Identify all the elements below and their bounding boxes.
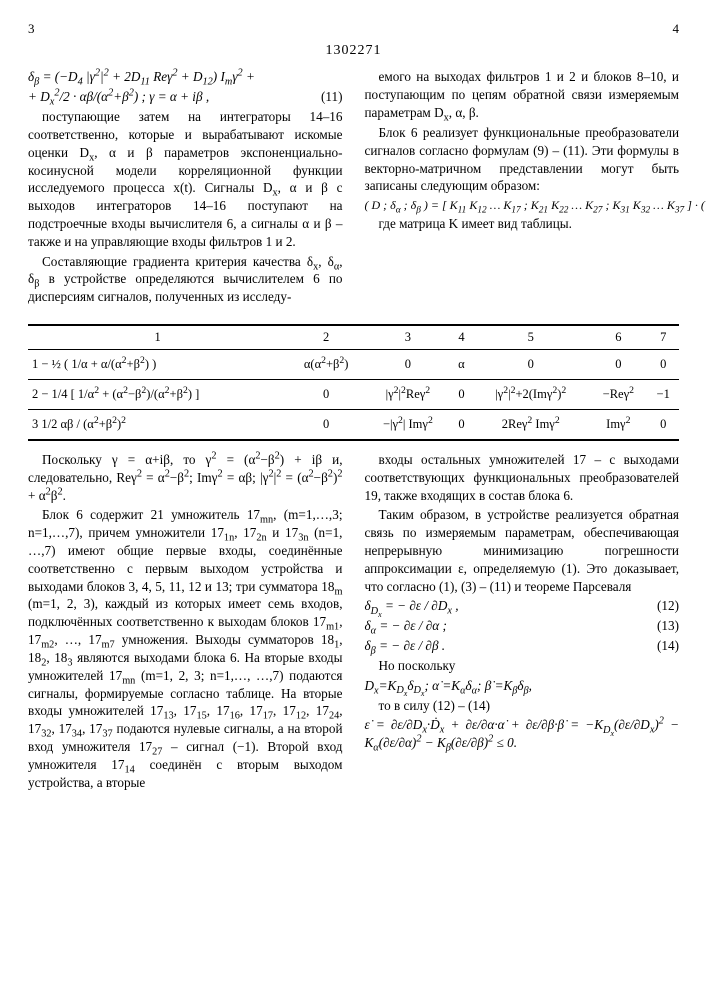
eq-11b-body: + Dx2/2 · αβ/(α2+β2) ; γ = α + iβ , <box>28 89 209 104</box>
r1-label: 1 − ½ ( 1/α + α/(α2+β2) ) <box>28 350 287 380</box>
th-1: 1 <box>28 325 287 349</box>
table-header-row: 1 2 3 4 5 6 7 <box>28 325 679 349</box>
th-5: 5 <box>472 325 589 349</box>
r1-c4: α <box>451 350 473 380</box>
botR-p4: Dx=KDxδDx; α̇ =Kαδα; β̇ =Kβδβ, <box>365 677 680 695</box>
r1-c6: 0 <box>589 350 647 380</box>
bottom-columns: Поскольку γ = α+iβ, то γ2 = (α2−β2) + iβ… <box>28 451 679 871</box>
patent-number: 1302271 <box>28 42 679 61</box>
col-num-left: 3 <box>28 20 35 38</box>
left-p2: Составляющие градиента критерия качества… <box>28 253 343 306</box>
r1-c2: α(α2+β2) <box>287 350 365 380</box>
th-4: 4 <box>451 325 473 349</box>
table-row: 3 1/2 αβ / (α2+β2)2 0 −|γ2| Imγ2 0 2Reγ2… <box>28 410 679 440</box>
r3-c5: 2Reγ2 Imγ2 <box>472 410 589 440</box>
table-row: 1 − ½ ( 1/α + α/(α2+β2) ) α(α2+β2) 0 α 0… <box>28 350 679 380</box>
eq-11b: + Dx2/2 · αβ/(α2+β2) ; γ = α + iβ , (11) <box>28 88 343 106</box>
eq-14: δβ = − ∂ε / ∂β . (14) <box>365 637 680 655</box>
eq-11a: δβ = (−D4 |γ2|2 + 2D11 Reγ2 + D12) Imγ2 … <box>28 68 343 86</box>
th-2: 2 <box>287 325 365 349</box>
eq-13: δα = − ∂ε / ∂α ; (13) <box>365 617 680 635</box>
col-num-right: 4 <box>673 20 680 38</box>
column-number-bar: 3 4 <box>28 20 679 38</box>
right-p1: емого на выходах фильтров 1 и 2 и блоков… <box>365 68 680 121</box>
table-row: 2 − 1/4 [ 1/α2 + (α2−β2)/(α2+β2) ] 0 |γ2… <box>28 380 679 410</box>
eq-13-num: (13) <box>657 617 679 635</box>
botL-p2: Блок 6 содержит 21 умножитель 17mn, (m=1… <box>28 506 343 791</box>
r2-c2: 0 <box>287 380 365 410</box>
th-7: 7 <box>647 325 679 349</box>
r2-c3: |γ2|2Reγ2 <box>365 380 451 410</box>
botR-p6: ε̇ = ∂ε/∂Dx·Ḋx + ∂ε/∂α·α̇ + ∂ε/∂β·β̇ = −… <box>365 716 680 752</box>
right-p2: Блок 6 реализует функциональные преобраз… <box>365 124 680 195</box>
eq-11-num: (11) <box>321 88 342 106</box>
r2-c4: 0 <box>451 380 473 410</box>
eq-12-body: δDx = − ∂ε / ∂Dx , <box>365 598 459 613</box>
r3-c2: 0 <box>287 410 365 440</box>
right-p3: где матрица K имеет вид таблицы. <box>365 215 680 233</box>
r2-label: 2 − 1/4 [ 1/α2 + (α2−β2)/(α2+β2) ] <box>28 380 287 410</box>
r3-c6: Imγ2 <box>589 410 647 440</box>
r1-c7: 0 <box>647 350 679 380</box>
th-6: 6 <box>589 325 647 349</box>
r2-c7: −1 <box>647 380 679 410</box>
left-p1: поступающие затем на интеграторы 14–16 с… <box>28 108 343 251</box>
r2-c6: −Reγ2 <box>589 380 647 410</box>
botR-p1: входы остальных умножителей 17 – с выход… <box>365 451 680 504</box>
k-matrix-table: 1 2 3 4 5 6 7 1 − ½ ( 1/α + α/(α2+β2) ) … <box>28 324 679 441</box>
r3-c3: −|γ2| Imγ2 <box>365 410 451 440</box>
r3-c4: 0 <box>451 410 473 440</box>
r2-c5: |γ2|2+2(Imγ2)2 <box>472 380 589 410</box>
eq-12-num: (12) <box>657 597 679 615</box>
r1-c5: 0 <box>472 350 589 380</box>
eq-13-body: δα = − ∂ε / ∂α ; <box>365 618 447 633</box>
eq-14-num: (14) <box>657 637 679 655</box>
botL-p1: Поскольку γ = α+iβ, то γ2 = (α2−β2) + iβ… <box>28 451 343 504</box>
eq-12: δDx = − ∂ε / ∂Dx , (12) <box>365 597 680 615</box>
r3-c7: 0 <box>647 410 679 440</box>
botR-p2: Таким образом, в устройстве реализуется … <box>365 506 680 595</box>
botR-p5: то в силу (12) – (14) <box>365 697 680 715</box>
eq-14-body: δβ = − ∂ε / ∂β . <box>365 638 446 653</box>
r3-label: 3 1/2 αβ / (α2+β2)2 <box>28 410 287 440</box>
matrix-eq: ( D ; δα ; δβ ) = [ K11 K12 … K17 ; K21 … <box>365 197 680 213</box>
botR-p3: Но поскольку <box>365 657 680 675</box>
th-3: 3 <box>365 325 451 349</box>
top-columns: δβ = (−D4 |γ2|2 + 2D11 Reγ2 + D12) Imγ2 … <box>28 68 679 318</box>
r1-c3: 0 <box>365 350 451 380</box>
